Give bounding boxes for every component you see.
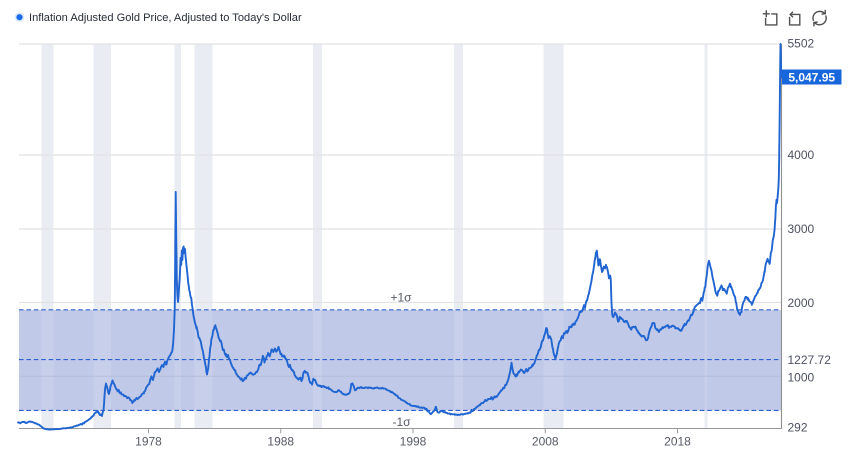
svg-text:2000: 2000 <box>788 296 815 310</box>
svg-text:3000: 3000 <box>788 222 815 236</box>
svg-text:1000: 1000 <box>788 371 815 385</box>
svg-text:5,047.95: 5,047.95 <box>788 70 835 84</box>
svg-text:292: 292 <box>788 421 808 435</box>
svg-text:1227.72: 1227.72 <box>788 353 832 367</box>
svg-text:-1σ: -1σ <box>392 415 411 429</box>
svg-text:5502: 5502 <box>788 36 815 50</box>
svg-text:4000: 4000 <box>788 148 815 162</box>
svg-text:2018: 2018 <box>664 434 691 448</box>
svg-text:1998: 1998 <box>400 434 427 448</box>
svg-text:1978: 1978 <box>135 434 162 448</box>
svg-text:+1σ: +1σ <box>390 290 412 304</box>
svg-text:Inflation Adjusted Gold Price,: Inflation Adjusted Gold Price, Adjusted … <box>29 12 302 24</box>
svg-text:1988: 1988 <box>267 434 294 448</box>
svg-text:2008: 2008 <box>532 434 559 448</box>
